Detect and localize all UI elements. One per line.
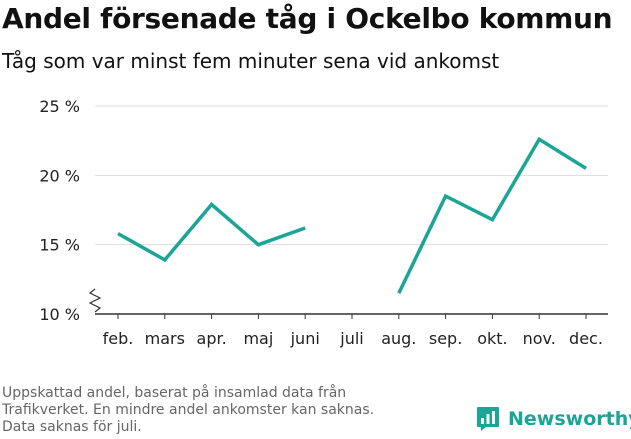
x-tick-label: feb. bbox=[103, 329, 134, 348]
series-line bbox=[397, 136, 587, 294]
line-chart: 10 % 15 % 20 % 25 % feb. mars apr. maj juni juli… bbox=[39, 97, 608, 348]
x-tick-label: aug. bbox=[381, 329, 416, 348]
x-tick-label: mars bbox=[145, 329, 185, 348]
y-tick-label: 20 % bbox=[39, 166, 80, 185]
footnote-line: Data saknas för juli. bbox=[2, 419, 142, 435]
x-axis-tick-labels: feb. mars apr. maj juni juli aug. sep. okt. nov. d… bbox=[103, 314, 603, 348]
series-group bbox=[117, 136, 587, 294]
x-tick-label: dec. bbox=[569, 329, 603, 348]
x-tick-label: juni bbox=[290, 329, 320, 348]
footnote: Uppskattad andel, baserat på insamlad da… bbox=[2, 385, 442, 436]
x-tick-label: maj bbox=[243, 329, 273, 348]
axis-break-zigzag bbox=[88, 288, 102, 313]
newsworthy-logo-icon bbox=[477, 407, 499, 431]
x-tick-label: nov. bbox=[523, 329, 556, 348]
brand-name: Newsworthy bbox=[508, 408, 631, 430]
x-tick-label: sep. bbox=[429, 329, 462, 348]
y-tick-label: 15 % bbox=[39, 236, 80, 255]
chart-subtitle: Tåg som var minst fem minuter sena vid a… bbox=[2, 49, 500, 73]
axis-break-icon bbox=[88, 288, 102, 313]
footnote-line: Uppskattad andel, baserat på insamlad da… bbox=[2, 385, 347, 401]
x-tick-label: juli bbox=[339, 329, 363, 348]
x-tick-label: apr. bbox=[197, 329, 227, 348]
series-line bbox=[117, 202, 306, 263]
y-axis-tick-labels: 10 % 15 % 20 % 25 % bbox=[39, 97, 80, 324]
y-tick-label: 25 % bbox=[39, 97, 80, 116]
brand-logo: Newsworthy bbox=[476, 406, 631, 432]
gridlines bbox=[95, 105, 608, 315]
y-tick-label: 10 % bbox=[39, 305, 80, 324]
chart-title: Andel försenade tåg i Ockelbo kommun bbox=[2, 2, 613, 35]
footnote-line: Trafikverket. En mindre andel ankomster … bbox=[2, 402, 375, 418]
x-tick-label: okt. bbox=[477, 329, 507, 348]
